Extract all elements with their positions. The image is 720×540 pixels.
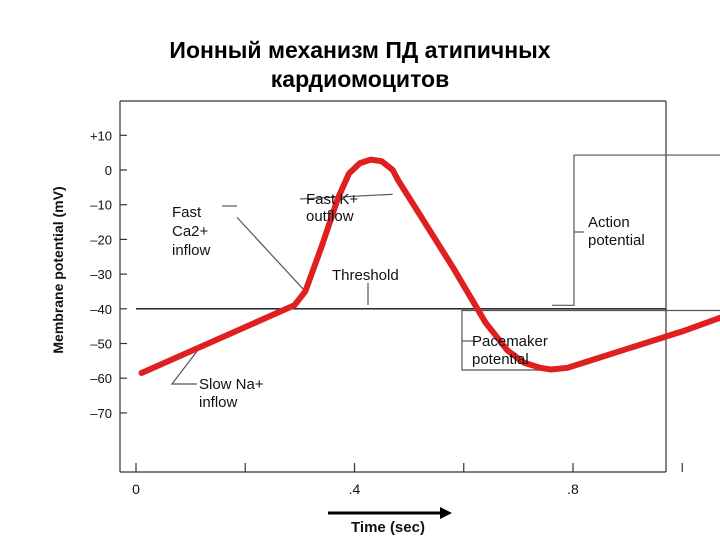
time-arrow-head <box>440 507 452 519</box>
x-axis: 0.4.81.21.6 <box>132 463 683 497</box>
y-tick-label: –40 <box>90 302 112 317</box>
title-line-2: кардиомоцитов <box>270 66 450 92</box>
annotation-threshold-line: Threshold <box>332 267 399 284</box>
y-tick-label: +10 <box>90 128 112 143</box>
annotation-fast-k-outflow-line: outflow <box>306 208 354 225</box>
annotation-action-potential-line: Action <box>588 214 630 231</box>
annotations: Fast Ca2+ inflow Fast K+outflow Threshold Act… <box>172 191 645 411</box>
annotation-action-potential-line: potential <box>588 232 645 249</box>
na-inflow-leader <box>170 344 203 385</box>
y-tick-label: –10 <box>90 198 112 213</box>
y-axis-label: Membrane potential (mV) <box>50 186 66 353</box>
y-tick-label: –20 <box>90 232 112 247</box>
ca-inflow-leader <box>236 216 306 292</box>
x-tick-label: 0 <box>132 481 140 497</box>
series-layer <box>138 156 720 376</box>
x-axis-label: Time (sec) <box>351 519 425 536</box>
title-line-1: Ионный механизм ПД атипичных <box>169 37 551 63</box>
slide-title: Ионный механизм ПД атипичных кардиомоцит… <box>0 36 720 94</box>
y-tick-label: –60 <box>90 371 112 386</box>
annotation-pacemaker-potential-line: potential <box>472 351 529 368</box>
annotation-pacemaker-potential-line: Pacemaker <box>472 333 548 350</box>
y-tick-label: 0 <box>105 163 112 178</box>
y-tick-label: –30 <box>90 267 112 282</box>
y-axis: +10 0 –10 –20 –30 –40 –50 –60 –70 <box>90 128 127 421</box>
annotation-slow-na-inflow-line: inflow <box>199 394 238 411</box>
k-outflow-leader <box>299 193 393 200</box>
action-potential-bracket <box>552 154 720 306</box>
annotation-fast-ca-inflow-line: Ca2+ <box>172 223 209 240</box>
membrane-potential-line <box>138 156 720 376</box>
annotation-slow-na-inflow-line: Slow Na+ <box>199 376 264 393</box>
annotation-fast-k-outflow-line: Fast K+ <box>306 191 358 208</box>
x-tick-label: .8 <box>567 481 579 497</box>
plot-frame <box>119 100 667 473</box>
time-arrow <box>328 507 452 519</box>
pacemaker-bracket <box>461 309 720 371</box>
annotation-brackets <box>170 154 720 385</box>
annotation-fast-ca-inflow-line: Fast <box>172 204 202 221</box>
annotation-fast-ca-inflow-line: inflow <box>172 242 211 259</box>
y-tick-label: –70 <box>90 406 112 421</box>
y-tick-label: –50 <box>90 337 112 352</box>
x-tick-label: .4 <box>349 481 361 497</box>
